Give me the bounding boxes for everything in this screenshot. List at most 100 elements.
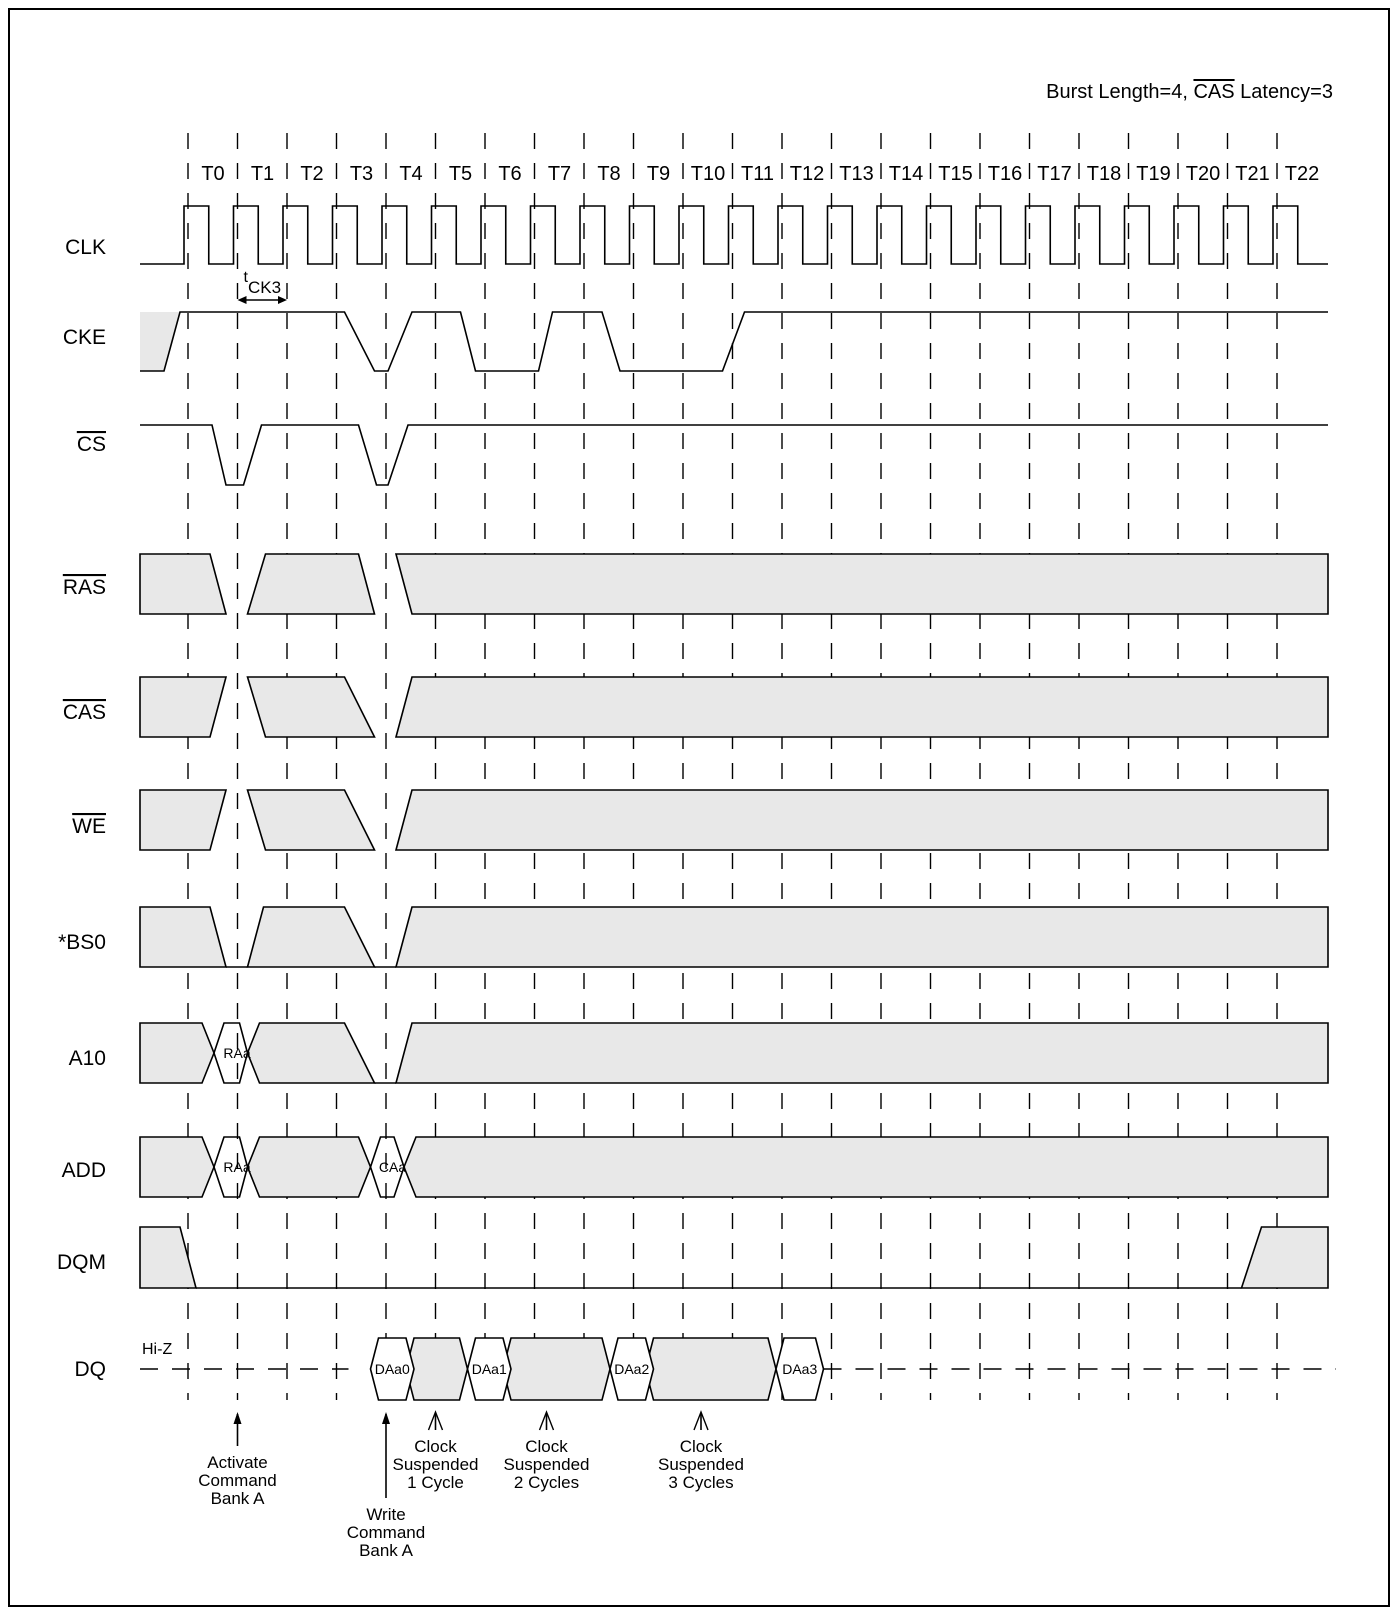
we-segment-2 bbox=[394, 789, 1329, 851]
ras-segment-2 bbox=[394, 553, 1329, 615]
tck3-arrowhead-left bbox=[237, 296, 247, 304]
signal-label-add: ADD bbox=[62, 1159, 106, 1182]
signal-label-cke: CKE bbox=[63, 326, 106, 349]
annotation-4-line-0: Clock bbox=[680, 1437, 723, 1456]
cycle-label-t4: T4 bbox=[399, 163, 422, 185]
annotation-1-line-2: Bank A bbox=[359, 1541, 414, 1560]
annotation-arrowhead-4 bbox=[693, 1410, 709, 1431]
dq-cell-2 bbox=[609, 1337, 655, 1401]
cycle-label-t17: T17 bbox=[1037, 163, 1071, 185]
cycle-labels: T0 T1 T2 T3 T4 T5 T6 T7 T8 T9 T10 T11 T12 T13 T14 T15 T1… bbox=[201, 163, 1319, 185]
dq-held-2 bbox=[644, 1337, 777, 1401]
dq-held-0 bbox=[405, 1337, 469, 1401]
a10-segment-0 bbox=[139, 1022, 215, 1084]
annotation-arrowhead-1 bbox=[382, 1412, 390, 1424]
a10-wave bbox=[139, 1022, 1329, 1084]
annotation-arrowhead-3 bbox=[538, 1410, 555, 1431]
signal-label-bs0: *BS0 bbox=[58, 931, 106, 954]
cycle-label-t19: T19 bbox=[1136, 163, 1170, 185]
add-cell-caa: CAa bbox=[379, 1159, 406, 1175]
cycle-label-t18: T18 bbox=[1087, 163, 1121, 185]
dq-cell-label-2: DAa2 bbox=[614, 1361, 649, 1377]
cycle-label-t8: T8 bbox=[597, 163, 620, 185]
we-segment-1 bbox=[246, 789, 376, 851]
a10-segment-1 bbox=[246, 1022, 376, 1084]
clock-gridlines bbox=[187, 133, 1278, 1400]
dq-cell-label-3: DAa3 bbox=[782, 1361, 817, 1377]
annotation-3-line-0: Clock bbox=[525, 1437, 568, 1456]
add-col-address-wave bbox=[369, 1136, 405, 1198]
cas-overline-text: CAS bbox=[1193, 81, 1234, 103]
we-segment-0 bbox=[139, 789, 228, 851]
annotation-2-line-0: Clock bbox=[414, 1437, 457, 1456]
cke-wave bbox=[140, 311, 1328, 372]
cycle-label-t1: T1 bbox=[251, 163, 274, 185]
annotation-0-line-1: Command bbox=[198, 1471, 276, 1490]
a10-cell-raa: RAa bbox=[223, 1045, 250, 1061]
cycle-label-t9: T9 bbox=[647, 163, 670, 185]
cycle-label-t22: T22 bbox=[1285, 163, 1319, 185]
signal-label-dqm: DQM bbox=[57, 1251, 106, 1274]
cs-wave bbox=[140, 424, 1328, 486]
dqm-final bbox=[1240, 1226, 1329, 1289]
add-segment-0 bbox=[139, 1136, 215, 1198]
cycle-label-t3: T3 bbox=[350, 163, 373, 185]
signal-label-a10: A10 bbox=[69, 1047, 106, 1070]
bs0-segment-2 bbox=[394, 906, 1329, 968]
annotation-3-line-2: 2 Cycles bbox=[514, 1473, 579, 1492]
bs0-wave bbox=[139, 906, 1329, 968]
dq-cell-3 bbox=[775, 1337, 825, 1401]
cas-segment-2 bbox=[394, 676, 1329, 738]
cycle-label-t20: T20 bbox=[1186, 163, 1220, 185]
add-cell-raa: RAa bbox=[223, 1159, 250, 1175]
add-segment-1 bbox=[246, 1136, 372, 1198]
cycle-label-t16: T16 bbox=[988, 163, 1022, 185]
dq-cell-0 bbox=[369, 1337, 415, 1401]
signal-label-ras: RAS bbox=[63, 576, 106, 599]
cas-segment-0 bbox=[139, 676, 228, 738]
cycle-label-t14: T14 bbox=[889, 163, 923, 185]
cycle-label-t13: T13 bbox=[839, 163, 873, 185]
cas-wave bbox=[139, 676, 1329, 738]
dq-held-1 bbox=[502, 1337, 611, 1401]
bs0-segment-0 bbox=[139, 906, 228, 968]
annotation-arrowhead-0 bbox=[233, 1412, 242, 1424]
a10-row-address-segment-0 bbox=[213, 1022, 249, 1084]
cycle-label-t10: T10 bbox=[691, 163, 725, 185]
tck3-label: tCK3 bbox=[244, 269, 282, 297]
tck3-arrowhead-right bbox=[278, 296, 287, 304]
annotation-0-line-2: Bank A bbox=[211, 1489, 266, 1508]
annotation-3-line-1: Suspended bbox=[503, 1455, 589, 1474]
bs0-segment-1 bbox=[246, 906, 376, 968]
a10-segment-2 bbox=[394, 1022, 1329, 1084]
signal-label-clk: CLK bbox=[65, 236, 106, 259]
dq-hiz-label: Hi-Z bbox=[142, 1341, 172, 1358]
burst-config-label: Burst Length=4, CAS Latency=3 bbox=[1046, 81, 1333, 103]
cycle-label-t21: T21 bbox=[1235, 163, 1269, 185]
add-col-address-segment-0 bbox=[369, 1136, 405, 1198]
signal-label-dq: DQ bbox=[75, 1358, 107, 1381]
signal-labels: CLK CKE CS RAS CAS WE *BS0 A10 ADD DQM DQ bbox=[57, 236, 106, 1381]
add-row-address-wave bbox=[213, 1136, 249, 1198]
annotation-2-line-1: Suspended bbox=[392, 1455, 478, 1474]
figure-frame bbox=[8, 8, 1390, 1607]
annotation-0-line-0: Activate bbox=[207, 1453, 267, 1472]
ras-segment-1 bbox=[246, 553, 376, 615]
annotation-4-line-1: Suspended bbox=[658, 1455, 744, 1474]
dq-cell-label-1: DAa1 bbox=[472, 1361, 507, 1377]
add-segment-2 bbox=[403, 1136, 1329, 1198]
dq-cell-label-0: DAa0 bbox=[375, 1361, 410, 1377]
signal-label-we: WE bbox=[72, 815, 106, 838]
ras-segment-0 bbox=[139, 553, 228, 615]
add-wave bbox=[139, 1136, 1329, 1198]
annotation-arrowhead-2 bbox=[427, 1410, 444, 1431]
clk-wave bbox=[140, 205, 1328, 265]
cas-segment-1 bbox=[246, 676, 376, 738]
